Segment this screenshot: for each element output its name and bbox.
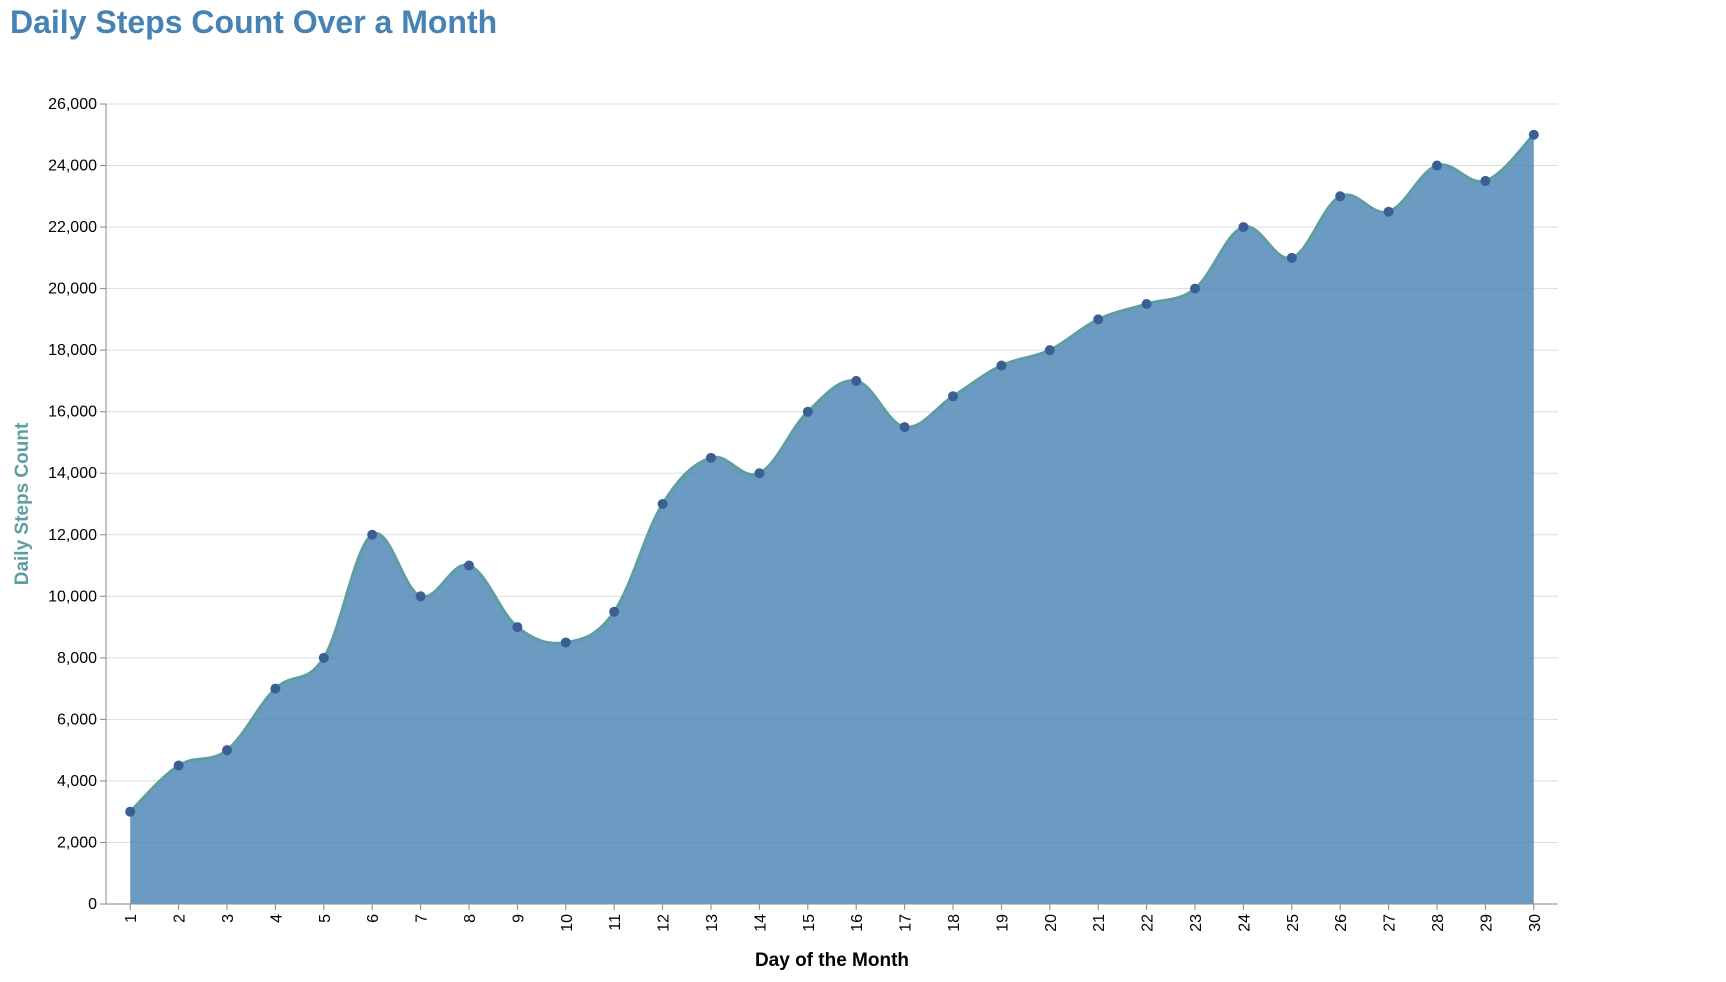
data-point bbox=[1335, 191, 1346, 202]
data-point bbox=[125, 806, 136, 817]
data-point bbox=[657, 499, 668, 509]
data-point bbox=[899, 422, 910, 433]
y-tick-label: 16,000 bbox=[48, 404, 97, 421]
data-point bbox=[1286, 252, 1297, 263]
data-point bbox=[318, 652, 329, 663]
x-tick-label: 10 bbox=[559, 914, 576, 932]
x-tick-label: 25 bbox=[1285, 914, 1302, 932]
y-tick-label: 20,000 bbox=[48, 281, 97, 298]
area-fill bbox=[130, 134, 1534, 904]
x-tick-label: 24 bbox=[1236, 914, 1253, 932]
x-tick-label: 18 bbox=[946, 914, 963, 932]
x-tick-label: 29 bbox=[1478, 914, 1495, 932]
y-tick-label: 12,000 bbox=[48, 527, 97, 544]
data-point bbox=[222, 745, 232, 756]
x-tick-label: 9 bbox=[510, 914, 527, 923]
data-point bbox=[270, 683, 281, 694]
x-axis-title: Day of the Month bbox=[755, 950, 909, 971]
x-tick-label: 7 bbox=[414, 914, 431, 923]
x-tick-label: 20 bbox=[1043, 914, 1060, 932]
x-tick-label: 27 bbox=[1382, 914, 1399, 932]
x-tick-label: 13 bbox=[704, 914, 721, 932]
y-tick-label: 4,000 bbox=[57, 773, 97, 790]
data-point bbox=[464, 560, 474, 571]
x-tick-label: 22 bbox=[1140, 914, 1157, 932]
data-point bbox=[851, 375, 862, 386]
y-tick-label: 8,000 bbox=[57, 650, 97, 667]
x-tick-label: 5 bbox=[317, 914, 334, 923]
y-tick-label: 22,000 bbox=[48, 219, 97, 236]
data-point bbox=[1238, 222, 1249, 233]
x-tick-label: 15 bbox=[801, 914, 818, 932]
data-point bbox=[754, 468, 765, 479]
x-tick-label: 16 bbox=[849, 914, 866, 932]
data-point bbox=[1093, 314, 1104, 325]
x-tick-label: 2 bbox=[172, 914, 189, 923]
x-tick-label: 17 bbox=[898, 914, 915, 932]
data-point bbox=[367, 529, 378, 540]
x-tick-label: 8 bbox=[462, 914, 479, 923]
x-tick-label: 26 bbox=[1333, 914, 1350, 932]
data-point bbox=[1432, 160, 1442, 171]
data-point bbox=[1480, 175, 1491, 186]
data-point bbox=[948, 391, 958, 402]
area-fill-layer bbox=[130, 134, 1534, 904]
data-point bbox=[802, 406, 813, 417]
y-tick-label: 18,000 bbox=[48, 342, 97, 359]
y-tick-label: 24,000 bbox=[48, 158, 97, 175]
x-tick-label: 11 bbox=[607, 914, 624, 931]
data-point bbox=[173, 760, 184, 771]
data-point bbox=[560, 637, 571, 648]
x-tick-label: 30 bbox=[1527, 914, 1544, 932]
chart-title: Daily Steps Count Over a Month bbox=[10, 4, 498, 40]
data-point bbox=[996, 360, 1007, 371]
x-tick-label: 14 bbox=[752, 914, 769, 932]
y-tick-label: 10,000 bbox=[48, 588, 97, 605]
x-tick-label: 23 bbox=[1188, 914, 1205, 932]
x-tick-label: 28 bbox=[1430, 914, 1447, 932]
data-point bbox=[1141, 299, 1152, 309]
x-tick-label: 21 bbox=[1091, 914, 1108, 932]
data-points bbox=[125, 129, 1539, 817]
y-tick-label: 26,000 bbox=[48, 96, 97, 113]
data-point bbox=[1044, 345, 1055, 356]
y-tick-label: 14,000 bbox=[48, 465, 97, 482]
y-tick-label: 6,000 bbox=[57, 711, 97, 728]
data-point bbox=[1383, 206, 1394, 217]
axes: 0 2,000 4,000 6,000 8,000 10,000 12,000 14,000 1… bbox=[48, 96, 1558, 932]
y-tick-label: 0 bbox=[88, 896, 97, 913]
x-tick-label: 1 bbox=[123, 914, 140, 923]
data-point bbox=[1190, 283, 1200, 294]
data-point bbox=[512, 622, 523, 633]
data-point bbox=[706, 452, 716, 463]
y-tick-label: 2,000 bbox=[57, 834, 97, 851]
y-axis-title: Daily Steps Count bbox=[12, 422, 33, 585]
x-tick-label: 19 bbox=[994, 914, 1011, 932]
x-tick-label: 6 bbox=[365, 914, 382, 923]
data-point bbox=[609, 606, 620, 617]
x-tick-label: 4 bbox=[268, 914, 285, 923]
data-point bbox=[415, 591, 426, 602]
x-tick-label: 12 bbox=[656, 914, 673, 932]
x-tick-label: 3 bbox=[220, 914, 237, 923]
data-point bbox=[1528, 129, 1539, 140]
